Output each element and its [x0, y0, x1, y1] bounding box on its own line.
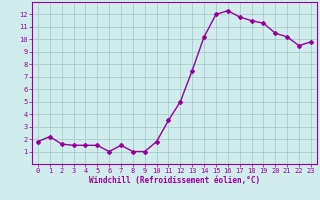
X-axis label: Windchill (Refroidissement éolien,°C): Windchill (Refroidissement éolien,°C)	[89, 176, 260, 185]
